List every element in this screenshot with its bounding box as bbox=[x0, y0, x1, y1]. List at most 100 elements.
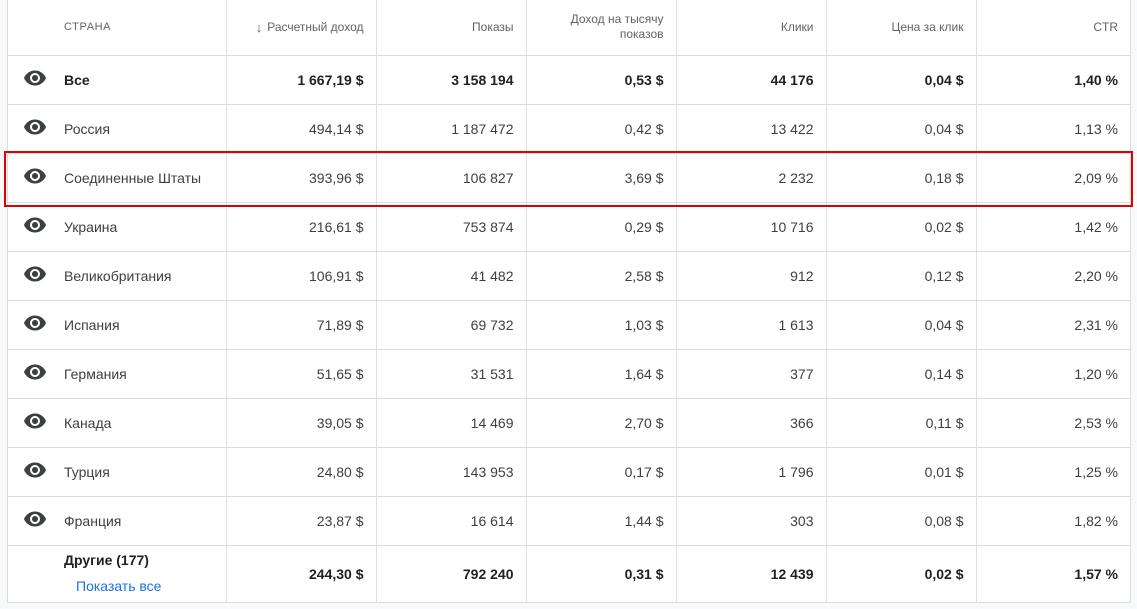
cell-ctr: 1,25 % bbox=[975, 447, 1130, 497]
cell-impressions: 69 732 bbox=[375, 300, 526, 350]
eye-icon[interactable] bbox=[8, 300, 58, 350]
table-row: Соединенные Штаты 393,96 $ 106 827 3,69 … bbox=[8, 153, 1130, 203]
cell-rpm: 3,69 $ bbox=[525, 153, 676, 203]
cell-rpm: 0,42 $ bbox=[525, 104, 676, 154]
cell-country: Германия bbox=[58, 349, 226, 399]
cell-cpc: 0,04 $ bbox=[825, 55, 976, 105]
table-row-total: Все 1 667,19 $ 3 158 194 0,53 $ 44 176 0… bbox=[8, 55, 1130, 105]
table-row-others: Другие (177) Показать все 244,30 $ 792 2… bbox=[8, 545, 1130, 602]
cell-impressions: 31 531 bbox=[375, 349, 526, 399]
cell-revenue: 51,65 $ bbox=[225, 349, 376, 399]
cell-revenue: 106,91 $ bbox=[225, 251, 376, 301]
table-row: Украина 216,61 $ 753 874 0,29 $ 10 716 0… bbox=[8, 202, 1130, 252]
cell-cpc: 0,02 $ bbox=[825, 545, 976, 602]
eye-icon[interactable] bbox=[8, 349, 58, 399]
cell-rpm: 1,64 $ bbox=[525, 349, 676, 399]
cell-ctr: 1,82 % bbox=[975, 496, 1130, 546]
cell-clicks: 1 613 bbox=[675, 300, 826, 350]
header-revenue-label: Расчетный доход bbox=[267, 19, 364, 34]
eye-icon[interactable] bbox=[8, 251, 58, 301]
cell-revenue: 1 667,19 $ bbox=[225, 55, 376, 105]
cell-rpm: 0,53 $ bbox=[525, 55, 676, 105]
cell-impressions: 3 158 194 bbox=[375, 55, 526, 105]
header-cpc[interactable]: Цена за клик bbox=[825, 0, 976, 56]
table-row: Германия 51,65 $ 31 531 1,64 $ 377 0,14 … bbox=[8, 349, 1130, 399]
arrow-down-icon: ↓ bbox=[255, 19, 263, 35]
eye-icon[interactable] bbox=[8, 55, 58, 105]
cell-cpc: 0,08 $ bbox=[825, 496, 976, 546]
cell-clicks: 912 bbox=[675, 251, 826, 301]
cell-ctr: 1,13 % bbox=[975, 104, 1130, 154]
cell-rpm: 1,03 $ bbox=[525, 300, 676, 350]
cell-rpm: 2,70 $ bbox=[525, 398, 676, 448]
cell-ctr: 2,53 % bbox=[975, 398, 1130, 448]
eye-icon[interactable] bbox=[8, 104, 58, 154]
cell-cpc: 0,04 $ bbox=[825, 300, 976, 350]
cell-impressions: 143 953 bbox=[375, 447, 526, 497]
cell-ctr: 2,20 % bbox=[975, 251, 1130, 301]
cell-revenue: 494,14 $ bbox=[225, 104, 376, 154]
header-country[interactable]: СТРАНА bbox=[58, 0, 226, 56]
eye-icon[interactable] bbox=[8, 398, 58, 448]
others-label: Другие (177) bbox=[64, 551, 149, 568]
cell-revenue: 216,61 $ bbox=[225, 202, 376, 252]
cell-revenue: 71,89 $ bbox=[225, 300, 376, 350]
cell-clicks: 377 bbox=[675, 349, 826, 399]
cell-ctr: 1,57 % bbox=[975, 545, 1130, 602]
cell-rpm: 0,17 $ bbox=[525, 447, 676, 497]
cell-country: Украина bbox=[58, 202, 226, 252]
cell-rpm: 2,58 $ bbox=[525, 251, 676, 301]
table-row: Канада 39,05 $ 14 469 2,70 $ 366 0,11 $ … bbox=[8, 398, 1130, 448]
cell-clicks: 366 bbox=[675, 398, 826, 448]
header-clicks[interactable]: Клики bbox=[675, 0, 826, 56]
cell-impressions: 16 614 bbox=[375, 496, 526, 546]
cell-ctr: 1,42 % bbox=[975, 202, 1130, 252]
cell-rpm: 1,44 $ bbox=[525, 496, 676, 546]
header-revenue[interactable]: ↓ Расчетный доход bbox=[225, 0, 376, 56]
eye-icon[interactable] bbox=[8, 202, 58, 252]
header-rpm[interactable]: Доход на тысячу показов bbox=[525, 0, 676, 56]
cell-revenue: 244,30 $ bbox=[225, 545, 376, 602]
cell-ctr: 1,40 % bbox=[975, 55, 1130, 105]
cell-ctr: 2,31 % bbox=[975, 300, 1130, 350]
cell-clicks: 1 796 bbox=[675, 447, 826, 497]
cell-country: Канада bbox=[58, 398, 226, 448]
cell-revenue: 39,05 $ bbox=[225, 398, 376, 448]
cell-cpc: 0,01 $ bbox=[825, 447, 976, 497]
others-icon-cell bbox=[8, 545, 58, 602]
header-ctr[interactable]: CTR bbox=[975, 0, 1130, 56]
cell-clicks: 2 232 bbox=[675, 153, 826, 203]
table-row: Турция 24,80 $ 143 953 0,17 $ 1 796 0,01… bbox=[8, 447, 1130, 497]
cell-rpm: 0,29 $ bbox=[525, 202, 676, 252]
cell-cpc: 0,11 $ bbox=[825, 398, 976, 448]
country-report-table-container: СТРАНА ↓ Расчетный доход Показы Доход на … bbox=[7, 0, 1131, 603]
cell-country: Франция bbox=[58, 496, 226, 546]
eye-icon[interactable] bbox=[8, 447, 58, 497]
cell-cpc: 0,18 $ bbox=[825, 153, 976, 203]
cell-revenue: 393,96 $ bbox=[225, 153, 376, 203]
header-row: СТРАНА ↓ Расчетный доход Показы Доход на … bbox=[8, 0, 1130, 56]
cell-country-others: Другие (177) Показать все bbox=[58, 545, 226, 602]
cell-clicks: 10 716 bbox=[675, 202, 826, 252]
cell-clicks: 13 422 bbox=[675, 104, 826, 154]
show-all-link[interactable]: Показать все bbox=[76, 577, 162, 594]
eye-icon[interactable] bbox=[8, 153, 58, 203]
table-row: Великобритания 106,91 $ 41 482 2,58 $ 91… bbox=[8, 251, 1130, 301]
cell-impressions: 14 469 bbox=[375, 398, 526, 448]
header-impressions[interactable]: Показы bbox=[375, 0, 526, 56]
eye-icon[interactable] bbox=[8, 496, 58, 546]
cell-country: Турция bbox=[58, 447, 226, 497]
cell-clicks: 44 176 bbox=[675, 55, 826, 105]
cell-country: Испания bbox=[58, 300, 226, 350]
cell-impressions: 753 874 bbox=[375, 202, 526, 252]
table-row: Испания 71,89 $ 69 732 1,03 $ 1 613 0,04… bbox=[8, 300, 1130, 350]
cell-impressions: 1 187 472 bbox=[375, 104, 526, 154]
cell-cpc: 0,04 $ bbox=[825, 104, 976, 154]
cell-cpc: 0,02 $ bbox=[825, 202, 976, 252]
cell-cpc: 0,14 $ bbox=[825, 349, 976, 399]
cell-cpc: 0,12 $ bbox=[825, 251, 976, 301]
cell-impressions: 792 240 bbox=[375, 545, 526, 602]
table-row: Франция 23,87 $ 16 614 1,44 $ 303 0,08 $… bbox=[8, 496, 1130, 546]
cell-country: Россия bbox=[58, 104, 226, 154]
cell-revenue: 24,80 $ bbox=[225, 447, 376, 497]
